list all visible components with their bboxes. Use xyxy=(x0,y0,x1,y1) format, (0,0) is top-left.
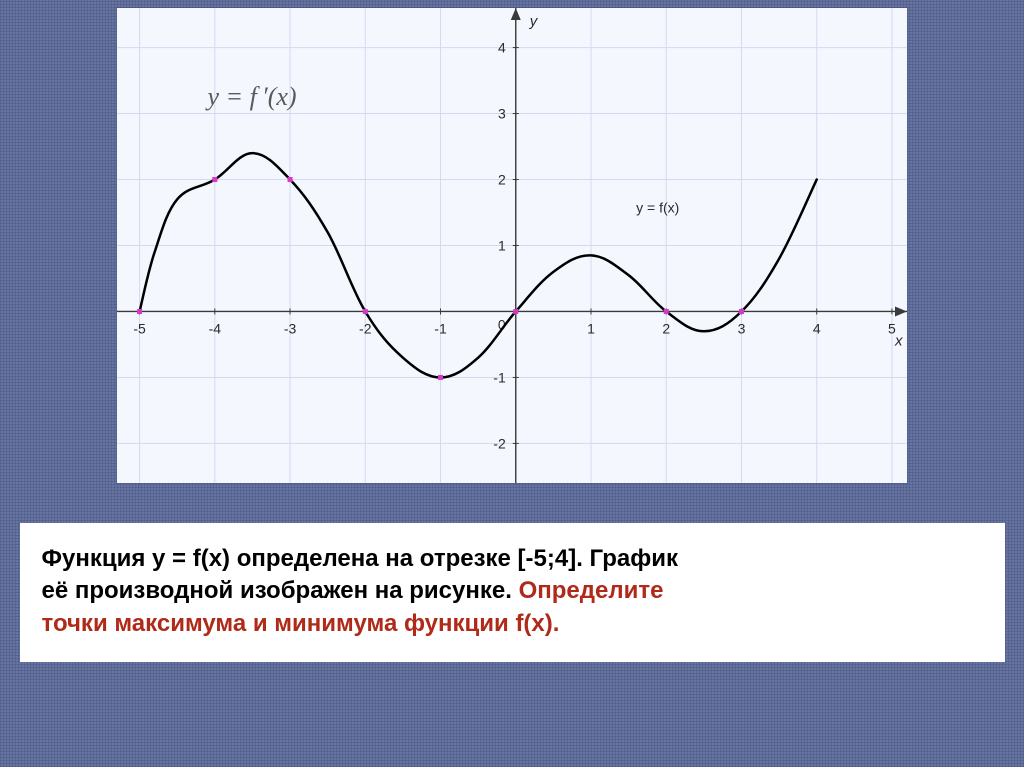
svg-text:2: 2 xyxy=(498,172,506,188)
svg-text:-5: -5 xyxy=(133,320,146,336)
svg-text:2: 2 xyxy=(662,320,670,336)
derivative-chart: -5-4-3-2-1012345-2-11234xyy = f(x) y = f… xyxy=(117,8,907,483)
svg-text:y: y xyxy=(529,13,539,30)
svg-text:3: 3 xyxy=(738,320,746,336)
equation-label: y = f ′(x) xyxy=(207,82,296,112)
caption-text: Функция y = f(x) определена на отрезке [… xyxy=(42,545,679,572)
svg-text:4: 4 xyxy=(498,40,506,56)
svg-text:-2: -2 xyxy=(359,320,372,336)
svg-text:-1: -1 xyxy=(434,320,447,336)
svg-text:1: 1 xyxy=(498,238,506,254)
caption-highlight: Определите xyxy=(519,577,664,604)
svg-text:-3: -3 xyxy=(284,320,297,336)
svg-text:y = f(x): y = f(x) xyxy=(636,200,679,216)
svg-text:-4: -4 xyxy=(209,320,222,336)
svg-text:4: 4 xyxy=(813,320,821,336)
caption-highlight: точки максимума и минимума функции f(x). xyxy=(42,610,560,637)
chart-svg: -5-4-3-2-1012345-2-11234xyy = f(x) xyxy=(117,8,907,483)
svg-text:x: x xyxy=(894,332,903,349)
problem-caption: Функция y = f(x) определена на отрезке [… xyxy=(20,523,1005,662)
caption-text: её производной изображен на рисунке. xyxy=(42,577,519,604)
svg-text:3: 3 xyxy=(498,106,506,122)
svg-text:1: 1 xyxy=(587,320,595,336)
svg-text:-1: -1 xyxy=(493,369,506,385)
svg-text:-2: -2 xyxy=(493,435,506,451)
